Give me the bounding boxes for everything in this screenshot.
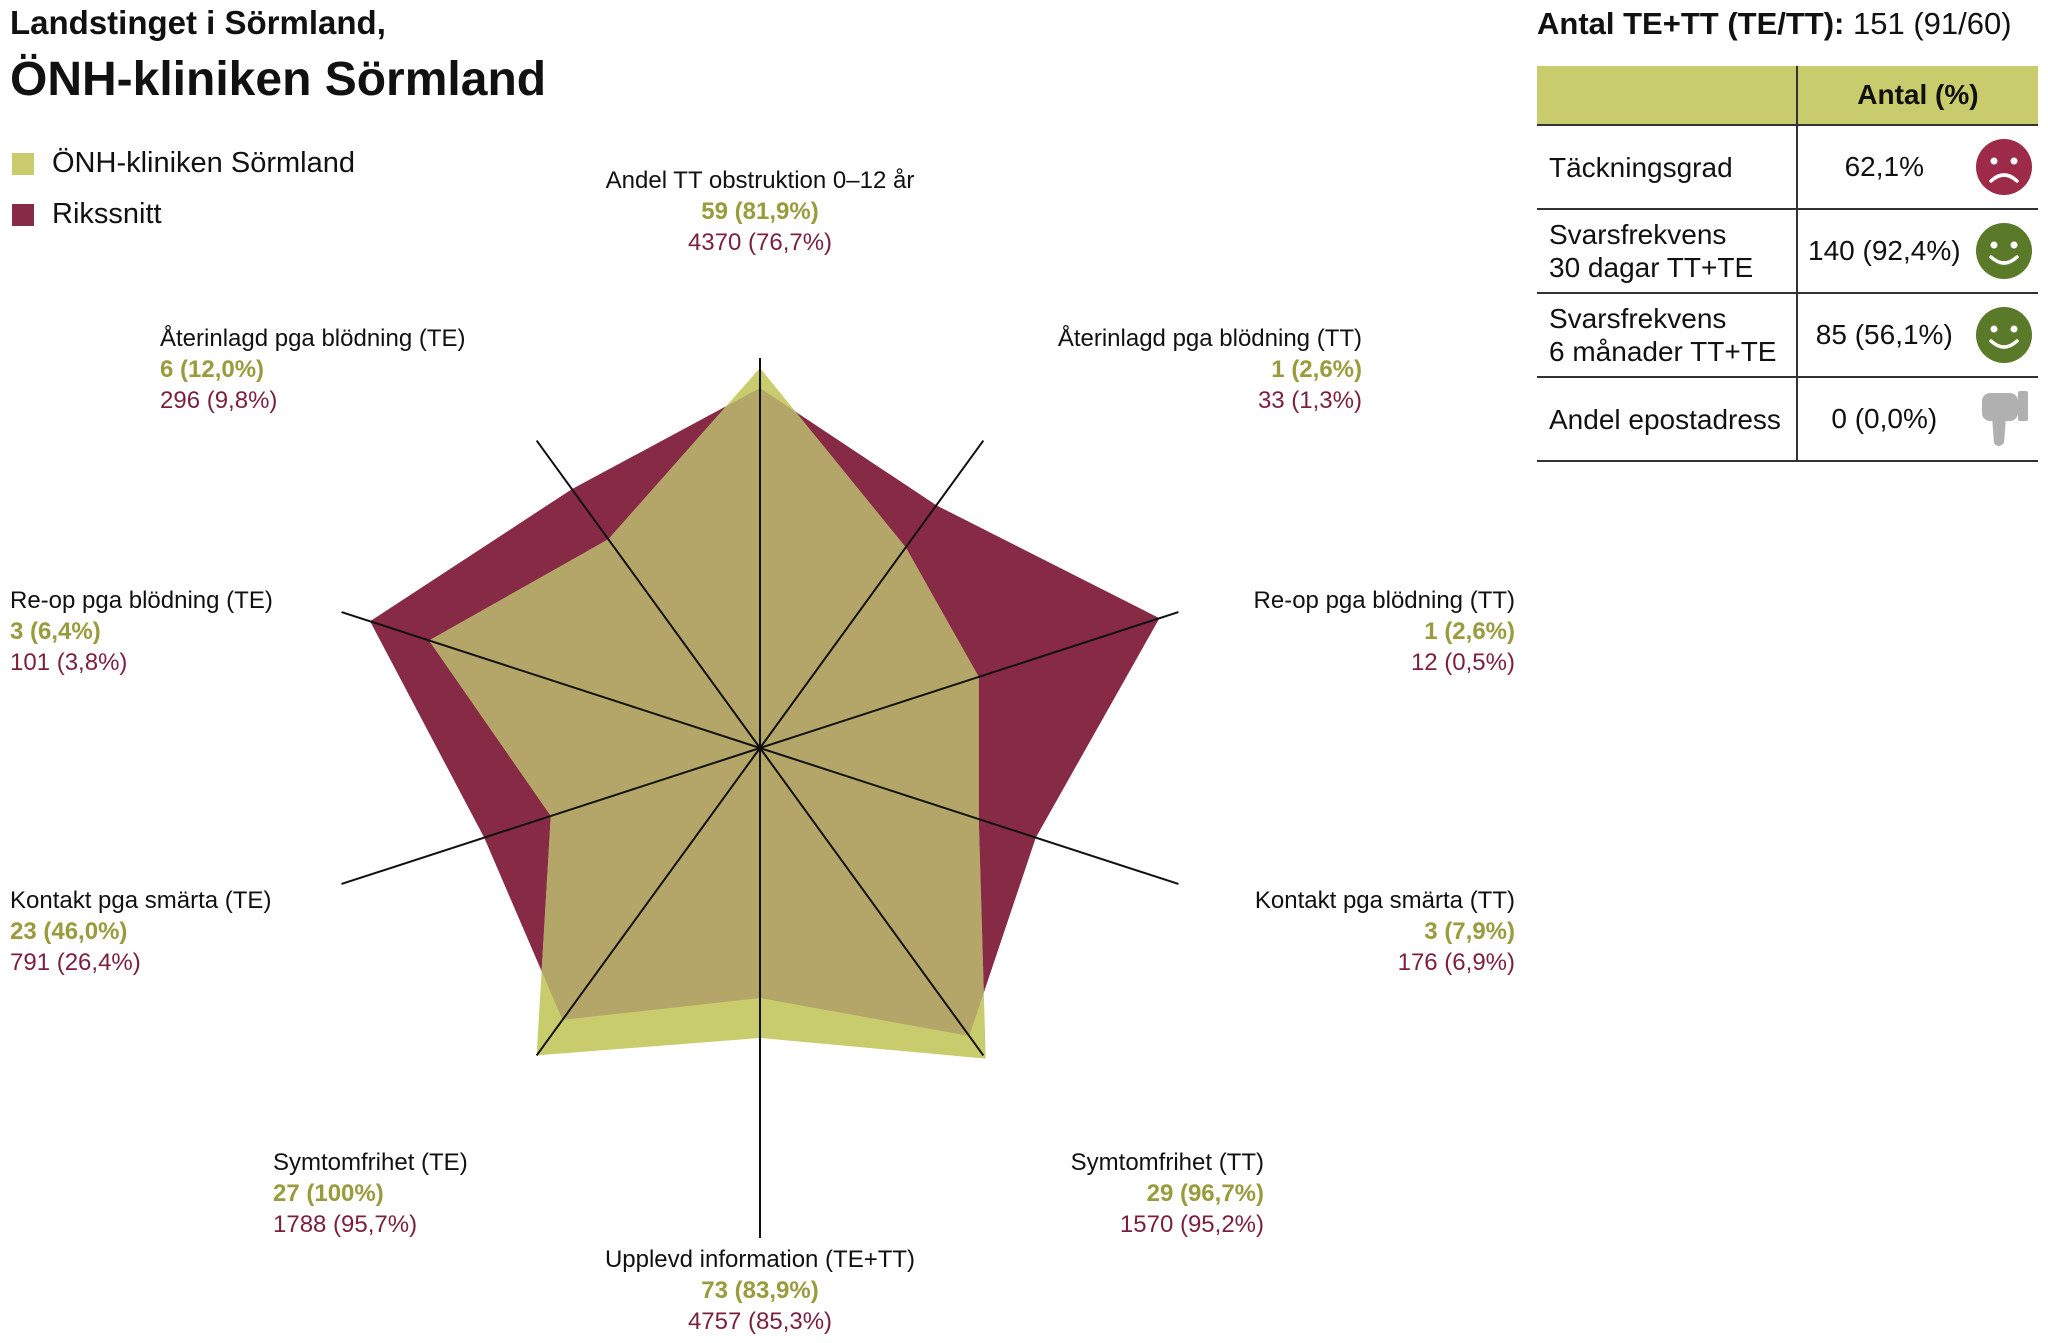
axis-label-group: Återinlagd pga blödning (TT) 1 (2,6%) 33 (… (1058, 324, 1362, 414)
axis-label-group: Återinlagd pga blödning (TE) 6 (12,0%) 296… (160, 324, 466, 414)
radar-spoke (341, 747, 761, 885)
data-label-national: 33 (1,3%) (1258, 387, 1362, 414)
axis-label: Återinlagd pga blödning (TE) (160, 324, 466, 352)
data-label-clinic: 3 (6,4%) (10, 618, 101, 645)
stats-row-label: Svarsfrekvens 6 månader TT+TE (1537, 293, 1797, 378)
data-label-clinic: 1 (2,6%) (1271, 356, 1362, 383)
data-label-clinic: 1 (2,6%) (1424, 618, 1515, 645)
stats-body: Täckningsgrad 62,1% Svarsfrekvens 30 dagar … (1537, 125, 2038, 462)
radar-spoke (535, 439, 761, 749)
stats-title-value: 151 (91/60) (1853, 6, 2012, 41)
stats-row-value: 85 (56,1%) (1795, 293, 1971, 378)
radar-spoke (535, 747, 761, 1057)
data-label-national: 101 (3,8%) (10, 649, 127, 676)
stats-row-label: Svarsfrekvens 30 dagar TT+TE (1537, 209, 1797, 294)
stats-table: Antal (%) Täckningsgrad 62,1% Svarsfrekven… (1537, 66, 2038, 462)
stats-row-icon-cell (1970, 209, 2038, 294)
axis-label: Upplevd information (TE+TT) (605, 1246, 915, 1273)
stats-header-row: Antal (%) (1537, 66, 2038, 126)
axis-label-group: Kontakt pga smärta (TT) 3 (7,9%) 176 (6,9%… (1255, 887, 1515, 976)
axis-label-group: Symtomfrihet (TE) 27 (100%) 1788 (95,7%) (273, 1149, 468, 1238)
stats-header-empty (1537, 66, 1797, 126)
stats-row-label: Täckningsgrad (1537, 125, 1797, 210)
data-label-national: 791 (26,4%) (10, 949, 141, 976)
legend-swatch-clinic (12, 152, 34, 175)
happy-face-icon (1976, 223, 2033, 279)
data-label-clinic: 59 (81,9%) (701, 198, 818, 225)
data-label-national: 1570 (95,2%) (1120, 1211, 1264, 1238)
series-area-overlap (429, 388, 986, 1037)
data-label-national: 296 (9,8%) (160, 387, 277, 414)
axis-label: Symtomfrihet (TE) (273, 1149, 468, 1176)
region-title: Landstinget i Sörmland, (10, 4, 386, 41)
stats-row-value: 140 (92,4%) (1795, 209, 1971, 294)
stats-row-value: 62,1% (1795, 125, 1971, 210)
stats-row-icon-cell (1970, 125, 2038, 210)
data-label-clinic: 29 (96,7%) (1147, 1180, 1264, 1207)
axis-label: Kontakt pga smärta (TT) (1255, 887, 1515, 914)
data-label-national: 4757 (85,3%) (688, 1308, 832, 1335)
clinic-title: ÖNH-kliniken Sörmland (10, 53, 547, 106)
axis-label: Re-op pga blödning (TE) (10, 587, 273, 614)
axis-label-group: Re-op pga blödning (TE) 3 (6,4%) 101 (3,8%… (10, 587, 273, 676)
stats-row-icon-cell (1970, 377, 2038, 462)
radar-spoke (759, 611, 1179, 749)
stats-row-value: 0 (0,0%) (1795, 377, 1971, 462)
stats-row: Täckningsgrad 62,1% (1537, 125, 2038, 210)
stats-row-label: Andel epostadress (1537, 377, 1797, 462)
data-label-clinic: 27 (100%) (273, 1180, 384, 1207)
axis-label-group: Upplevd information (TE+TT) 73 (83,9%) 475… (605, 1246, 915, 1335)
axis-label: Re-op pga blödning (TT) (1254, 587, 1515, 614)
data-label-national: 4370 (76,7%) (688, 229, 832, 256)
legend-item-national: Rikssnitt (12, 189, 355, 240)
radar-spoke (341, 611, 761, 749)
happy-face-icon (1976, 307, 2033, 363)
legend-label-national: Rikssnitt (52, 198, 162, 230)
stats-title: Antal TE+TT (TE/TT): 151 (91/60) (1537, 6, 2012, 42)
axis-label-group: Kontakt pga smärta (TE) 23 (46,0%) 791 (26… (10, 887, 271, 976)
axis-label: Kontakt pga smärta (TE) (10, 887, 271, 914)
axis-label: Återinlagd pga blödning (TT) (1058, 324, 1362, 352)
axis-label-group: Andel TT obstruktion 0–12 år 59 (81,9%) 43… (606, 167, 915, 256)
radar-spoke (759, 747, 1179, 885)
legend-item-clinic: ÖNH-kliniken Sörmland (12, 138, 355, 189)
stats-row: Svarsfrekvens 30 dagar TT+TE 140 (92,4%) (1537, 209, 2038, 294)
axis-label: Andel TT obstruktion 0–12 år (606, 167, 915, 194)
stats-header-antal: Antal (%) (1795, 66, 2038, 126)
legend-label-clinic: ÖNH-kliniken Sörmland (52, 147, 355, 179)
data-label-national: 1788 (95,7%) (273, 1211, 417, 1238)
stats-row: Andel epostadress 0 (0,0%) (1537, 377, 2038, 462)
stats-title-label: Antal TE+TT (TE/TT): (1537, 6, 1845, 41)
axis-label: Symtomfrihet (TT) (1071, 1149, 1264, 1176)
data-label-clinic: 23 (46,0%) (10, 918, 127, 945)
data-label-clinic: 73 (83,9%) (701, 1277, 818, 1304)
chart-legend: ÖNH-kliniken Sörmland Rikssnitt (12, 138, 355, 240)
radar-spoke (759, 747, 985, 1057)
data-label-national: 12 (0,5%) (1411, 649, 1515, 676)
thumbs-down-icon (1982, 391, 2029, 446)
data-label-clinic: 3 (7,9%) (1424, 918, 1515, 945)
axis-label-group: Re-op pga blödning (TT) 1 (2,6%) 12 (0,5%) (1254, 587, 1515, 676)
axis-label-group: Symtomfrihet (TT) 29 (96,7%) 1570 (95,2%) (1071, 1149, 1264, 1238)
radar-spoke (759, 439, 985, 749)
data-label-clinic: 6 (12,0%) (160, 356, 264, 383)
stats-row-icon-cell (1970, 293, 2038, 378)
data-label-national: 176 (6,9%) (1398, 949, 1515, 976)
sad-face-icon (1976, 139, 2033, 195)
stats-row: Svarsfrekvens 6 månader TT+TE 85 (56,1%) (1537, 293, 2038, 378)
legend-swatch-national (12, 203, 34, 226)
